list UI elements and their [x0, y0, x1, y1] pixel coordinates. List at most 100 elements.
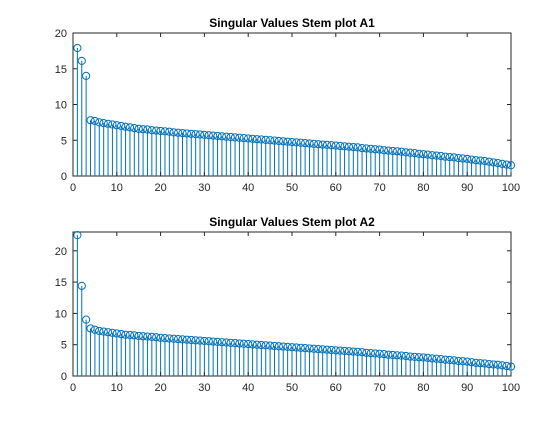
stem-marker-a1-62: [340, 142, 349, 151]
stem-marker-a1-61: [336, 141, 345, 151]
stem-marker-a2-38: [235, 339, 244, 348]
stem-marker-a2-89: [458, 357, 467, 366]
stem-marker-a1-27: [187, 129, 196, 138]
stem-marker-a2-48: [279, 342, 288, 351]
stem-marker-a2-87: [449, 356, 459, 365]
stem-marker-a1-94: [480, 156, 489, 166]
stem-marker-a2-84: [436, 354, 446, 364]
stem-marker-a1-35: [222, 132, 231, 141]
stem-marker-a2-80: [419, 353, 428, 362]
stem-marker-a2-92: [471, 358, 481, 367]
x-tick-label-a2-100: 100: [502, 382, 520, 394]
axes-a2: Singular Values Stem plot A2 0 10 20 30 40 50…: [55, 215, 520, 394]
x-tick-label-a2-20: 20: [154, 382, 166, 394]
stem-marker-a2-31: [204, 337, 213, 346]
stem-marker-a2-24: [174, 334, 183, 344]
stem-marker-a1-86: [445, 152, 454, 162]
stem-marker-a2-28: [191, 336, 200, 345]
stem-marker-a2-15: [134, 331, 143, 341]
stem-marker-a1-12: [121, 122, 130, 131]
stem-marker-a2-34: [217, 338, 227, 347]
stem-marker-a2-100: [506, 362, 516, 371]
stem-marker-a1-65: [353, 143, 362, 152]
stem-marker-a2-53: [301, 344, 310, 353]
stem-marker-a1-70: [375, 145, 384, 154]
stem-marker-a1-45: [266, 136, 275, 145]
stem-marker-a2-91: [467, 358, 476, 367]
stem-marker-a2-78: [410, 352, 419, 362]
stem-marker-a1-14: [130, 123, 139, 133]
stem-marker-a2-66: [357, 348, 367, 357]
stem-marker-a2-1: [73, 231, 82, 240]
stem-marker-a1-54: [305, 139, 314, 148]
stem-marker-a2-37: [230, 339, 240, 348]
stem-marker-a2-55: [309, 344, 318, 353]
x-tick-label-a2-30: 30: [198, 382, 210, 394]
stem-marker-a2-61: [336, 346, 345, 355]
stem-marker-a2-17: [143, 332, 152, 341]
stem-marker-a1-81: [423, 150, 432, 159]
stem-marker-a2-49: [283, 342, 292, 351]
stem-marker-a2-41: [248, 340, 257, 349]
y-tick-label-a1-15: 15: [55, 64, 67, 76]
stem-marker-a2-63: [344, 347, 354, 356]
stem-marker-a2-43: [257, 340, 266, 350]
stem-marker-a1-7: [99, 118, 108, 128]
stem-marker-a2-22: [165, 334, 174, 343]
stem-marker-a2-74: [393, 351, 402, 360]
stem-marker-a2-69: [371, 349, 380, 358]
stem-marker-a1-33: [213, 131, 222, 141]
stem-marker-a2-14: [130, 331, 139, 340]
stem-marker-a1-82: [428, 151, 437, 160]
stem-marker-a1-79: [414, 149, 424, 158]
stem-marker-a1-51: [292, 138, 301, 147]
x-tick-label-a2-90: 90: [461, 382, 473, 394]
stem-marker-a1-83: [432, 151, 441, 160]
stem-marker-a2-5: [90, 325, 100, 334]
y-tick-label-a2-15: 15: [55, 277, 67, 289]
x-tick-label-a1-60: 60: [330, 182, 342, 194]
stem-marker-a1-47: [274, 136, 283, 146]
x-tick-label-a1-100: 100: [502, 182, 520, 194]
stem-marker-a1-26: [182, 129, 191, 138]
x-tick-label-a2-40: 40: [242, 382, 254, 394]
y-tick-label-a1-5: 5: [61, 135, 67, 147]
y-tick-label-a2-5: 5: [61, 340, 67, 352]
stem-marker-a1-56: [314, 140, 323, 149]
stem-marker-a2-65: [353, 347, 362, 356]
stem-marker-a2-97: [493, 360, 502, 369]
stem-marker-a1-29: [195, 130, 205, 139]
stem-marker-a1-67: [362, 144, 371, 153]
stem-marker-a1-34: [217, 132, 227, 141]
stem-marker-a1-20: [156, 126, 165, 136]
stem-marker-a2-58: [322, 345, 332, 354]
stem-marker-a1-98: [498, 159, 507, 168]
stem-marker-a2-11: [117, 329, 126, 339]
chart-title-a1: Singular Values Stem plot A1: [209, 16, 375, 30]
stem-marker-a2-79: [414, 353, 424, 362]
stem-marker-a2-86: [445, 355, 454, 365]
stem-marker-a1-77: [406, 148, 415, 157]
stem-marker-a1-19: [152, 126, 161, 135]
stem-marker-a2-90: [463, 357, 472, 366]
stem-marker-a1-73: [388, 146, 397, 156]
stem-marker-a1-69: [371, 145, 380, 154]
stem-marker-a1-9: [108, 120, 117, 129]
stem-marker-a1-46: [270, 136, 279, 145]
stem-marker-a1-89: [458, 154, 467, 163]
stem-marker-a2-33: [213, 337, 222, 346]
stem-marker-a1-68: [366, 144, 375, 153]
x-tick-label-a1-0: 0: [70, 182, 76, 194]
stem-marker-a1-8: [103, 119, 113, 128]
stem-marker-a1-63: [344, 142, 354, 151]
stem-marker-a2-51: [292, 343, 301, 352]
stem-marker-a2-30: [200, 336, 209, 346]
stem-marker-a1-23: [169, 128, 178, 137]
stem-marker-a1-43: [257, 135, 266, 144]
y-tick-label-a2-10: 10: [55, 308, 67, 320]
stem-marker-a2-81: [423, 353, 432, 362]
stem-marker-a1-16: [138, 125, 148, 134]
stem-marker-a1-25: [178, 129, 187, 138]
stem-marker-a1-32: [209, 131, 218, 140]
